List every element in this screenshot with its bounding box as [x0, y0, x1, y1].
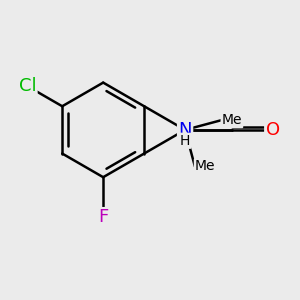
Text: O: O — [266, 121, 280, 139]
Text: Cl: Cl — [19, 77, 36, 95]
Text: F: F — [98, 208, 108, 226]
Text: H: H — [180, 134, 190, 148]
Text: Me: Me — [222, 113, 242, 127]
Text: Me: Me — [195, 159, 215, 173]
Text: N: N — [178, 121, 192, 139]
